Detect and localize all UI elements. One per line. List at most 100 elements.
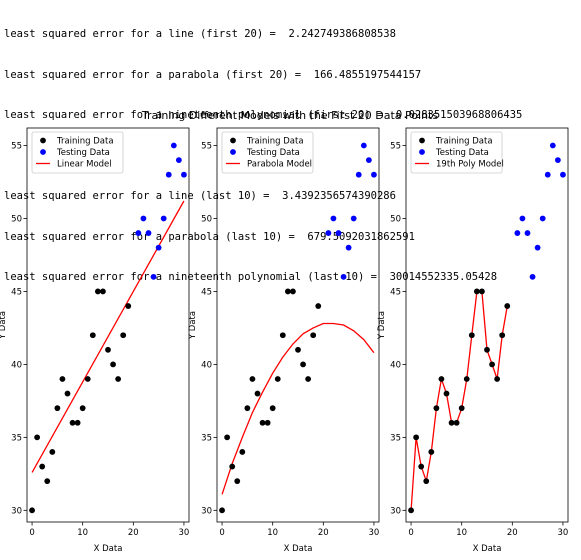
x-axis-label: X Data xyxy=(473,544,502,554)
x-tick-label: 10 xyxy=(456,528,467,538)
y-tick-label: 50 xyxy=(11,214,22,224)
training-point xyxy=(504,303,511,309)
legend-box xyxy=(410,131,503,174)
output-line: least squared error for a parabola (firs… xyxy=(4,68,422,81)
testing-point xyxy=(325,230,332,236)
x-tick-label: 10 xyxy=(77,528,88,538)
training-point xyxy=(115,376,122,382)
x-tick-label: 10 xyxy=(267,528,278,538)
testing-point xyxy=(514,230,521,236)
training-point xyxy=(499,332,506,339)
testing-point xyxy=(350,215,357,222)
training-point xyxy=(305,376,312,382)
training-point xyxy=(89,332,96,339)
training-point xyxy=(49,449,56,455)
testing-point xyxy=(560,171,566,178)
training-point xyxy=(29,507,35,514)
training-point xyxy=(463,376,470,382)
training-point xyxy=(473,288,480,295)
figure-title: Training Different Models with the First… xyxy=(141,109,438,122)
y-tick-label: 45 xyxy=(201,287,212,297)
training-point xyxy=(310,332,317,339)
x-tick-label: 0 xyxy=(219,528,224,538)
legend-testing-marker xyxy=(230,149,236,155)
testing-point xyxy=(160,215,167,222)
y-tick-label: 40 xyxy=(11,360,22,370)
testing-point xyxy=(549,142,556,149)
training-point xyxy=(239,449,246,455)
training-point xyxy=(259,419,266,426)
legend-label: Linear Model xyxy=(57,160,112,170)
training-point xyxy=(44,478,51,485)
y-tick-label: 45 xyxy=(11,287,22,297)
training-point xyxy=(423,478,430,485)
training-point xyxy=(479,288,485,295)
training-point xyxy=(94,288,101,295)
testing-point xyxy=(140,215,147,222)
output-line: least squared error for a line (last 10)… xyxy=(4,190,396,202)
y-tick-label: 40 xyxy=(390,360,401,370)
training-point xyxy=(284,288,291,295)
output-line: least squared error for a parabola (last… xyxy=(4,230,415,243)
legend-label: Testing Data xyxy=(246,148,300,158)
testing-point xyxy=(524,230,531,236)
output-line: least squared error for a nineteenth pol… xyxy=(4,271,498,283)
model-line xyxy=(31,200,185,473)
subplot-2: 0 10 20 30 30 35 40 45 50 55 X Data Y Data Training … xyxy=(188,127,380,554)
training-point xyxy=(428,449,435,455)
training-point xyxy=(244,405,251,412)
legend-label: Testing Data xyxy=(435,148,489,158)
testing-point xyxy=(529,273,536,280)
legend-training-marker xyxy=(419,137,425,144)
training-point xyxy=(120,332,127,339)
y-tick-label: 35 xyxy=(201,433,212,443)
testing-point xyxy=(534,244,541,251)
training-point xyxy=(74,419,81,426)
testing-point xyxy=(360,142,367,149)
y-axis-label: Y Data xyxy=(0,311,8,340)
legend-testing-marker xyxy=(419,149,425,155)
training-point xyxy=(433,405,440,412)
testing-point xyxy=(165,171,172,178)
testing-point xyxy=(155,244,162,251)
legend-label: 19th Poly Model xyxy=(436,160,504,170)
legend-box xyxy=(221,131,314,174)
training-point xyxy=(290,288,296,295)
x-tick-label: 30 xyxy=(369,528,380,538)
training-point xyxy=(413,434,420,441)
output-line: least squared error for a line (first 20… xyxy=(4,28,396,40)
testing-point xyxy=(150,273,157,280)
testing-point xyxy=(355,171,362,178)
training-point xyxy=(494,376,501,382)
y-tick-label: 35 xyxy=(11,433,22,443)
training-point xyxy=(274,376,281,382)
training-point xyxy=(489,361,495,368)
testing-point xyxy=(175,157,182,164)
training-point xyxy=(100,288,106,295)
x-tick-label: 20 xyxy=(507,528,518,538)
axes-frame xyxy=(405,127,569,523)
y-tick-label: 35 xyxy=(390,433,401,443)
subplots: 0 10 20 30 30 35 40 45 50 55 X Data Y Data Training … xyxy=(0,127,569,554)
legend-label: Training Data xyxy=(246,137,304,147)
y-axis-label: Y Data xyxy=(188,311,198,340)
y-tick-label: 55 xyxy=(11,142,22,152)
training-point xyxy=(484,346,490,353)
x-tick-label: 20 xyxy=(318,528,329,538)
testing-point xyxy=(145,230,152,236)
model-line xyxy=(410,290,508,511)
training-point xyxy=(458,405,465,412)
training-point xyxy=(110,361,116,368)
y-tick-label: 30 xyxy=(11,506,22,516)
testing-point xyxy=(170,142,177,149)
subplot-3: 0 10 20 30 30 35 40 45 50 55 X Data Y Data Training … xyxy=(377,127,569,554)
testing-point xyxy=(135,230,142,236)
y-tick-label: 55 xyxy=(390,142,401,152)
y-tick-label: 40 xyxy=(201,360,212,370)
legend-training-marker xyxy=(40,137,46,144)
training-point xyxy=(300,361,306,368)
training-point xyxy=(269,405,276,412)
y-tick-label: 55 xyxy=(201,142,212,152)
